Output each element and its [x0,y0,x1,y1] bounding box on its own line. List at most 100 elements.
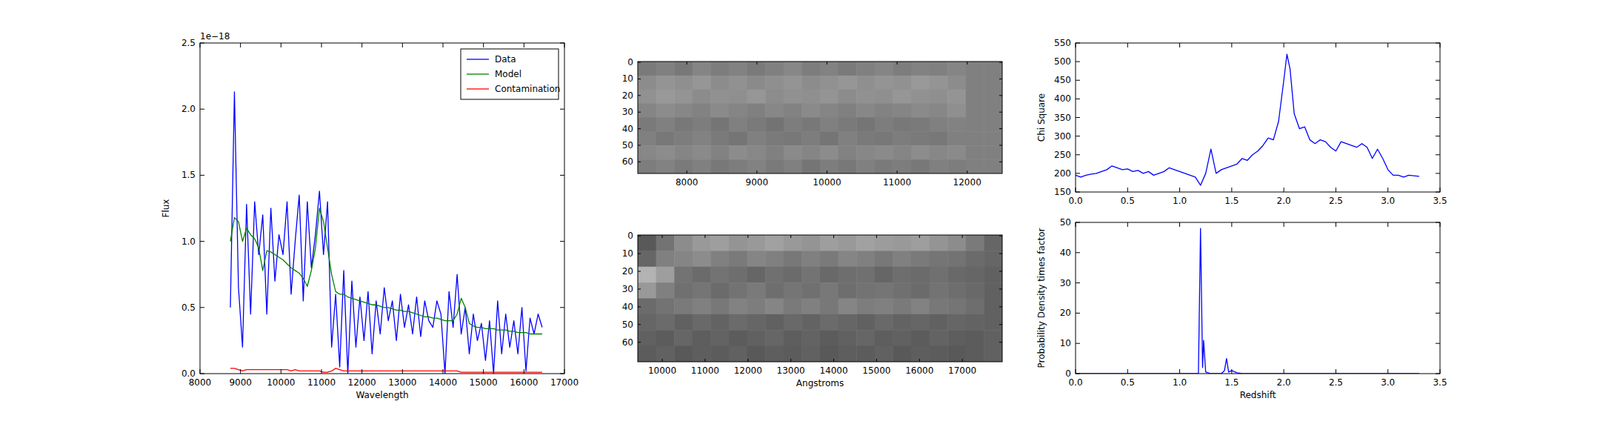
cell [874,345,894,362]
cell [710,314,729,331]
cell [892,131,912,146]
cell [965,131,985,146]
cell [820,298,839,315]
tick [1435,191,1440,193]
cell [692,314,712,331]
cell [874,117,894,132]
tick [1435,135,1440,137]
cell [929,89,949,104]
tick [1075,98,1080,100]
tick [999,323,1003,325]
cell [728,298,748,315]
panel: 1000011000120001300014000150001600017000… [622,230,1003,389]
tick-label: 12000 [348,377,377,388]
cell [747,117,766,132]
cell [892,234,912,252]
cell [838,234,858,252]
background [0,0,1600,427]
legend: DataModelContamination [460,48,560,100]
tick-label: 1.0 [1172,377,1187,388]
cell [710,61,729,76]
cell [692,145,712,160]
tick [999,235,1003,237]
cell [983,61,1003,76]
cell [965,145,985,160]
tick [564,368,566,374]
series-line [1075,228,1420,374]
tick [999,128,1003,129]
series-line [230,91,543,374]
cell [637,117,657,132]
tick [1075,42,1077,48]
tick [999,111,1003,113]
tick [560,108,565,110]
tick [1075,222,1077,227]
cell [765,75,784,90]
tick-label: 0.5 [1120,377,1135,388]
figure: 8000900010000110001200013000140001500016… [0,0,1600,427]
cell [929,298,949,315]
legend-entry: Contamination [494,83,560,95]
cell [692,89,712,104]
legend-swatch [466,58,489,60]
cell [929,145,949,160]
cell [801,329,820,346]
cell [692,266,712,283]
cell [783,103,803,118]
cell [728,145,748,160]
tick-label: 40 [622,301,634,312]
tick-label: 2.0 [1277,377,1292,388]
tick [1075,312,1080,314]
tick [1435,61,1440,63]
tick-label: 400 [1054,93,1072,104]
cell [656,329,675,346]
cell [856,266,875,283]
cell [710,298,729,315]
plot-area [1075,228,1420,374]
tick [1435,172,1440,174]
tick [1127,222,1129,227]
tick-label: 8000 [675,177,699,188]
cell [728,89,748,104]
cell [710,250,729,267]
cell [838,329,858,346]
tick [1283,42,1285,48]
cell [783,298,803,315]
tick [1335,222,1337,227]
tick [1387,222,1389,227]
cell [801,131,820,146]
cell [637,314,657,331]
cell [947,145,966,160]
cell [637,345,657,362]
cell [783,250,803,267]
cell [747,234,766,252]
cell [783,159,803,174]
series-line [230,368,543,372]
series-line [230,208,543,334]
tick-label: 0.5 [1120,195,1135,206]
tick [482,368,484,374]
tick [1127,368,1129,374]
tick-label: 20 [1060,307,1072,318]
cell [820,145,839,160]
cell [674,131,693,146]
cell [947,329,966,346]
cell [874,75,894,90]
cell [892,345,912,362]
cell [674,75,693,90]
axis-label: Redshift [1240,389,1277,400]
cell [710,345,729,362]
cell [874,266,894,283]
tick-label: 2.0 [1277,195,1292,206]
cell [765,314,784,331]
tick [560,42,565,44]
tick [1075,368,1077,374]
tick [442,42,444,48]
cell [820,234,839,252]
cell [911,131,930,146]
tick-label: 1.5 [1224,377,1239,388]
cell [965,117,985,132]
cell [820,117,839,132]
cell [874,329,894,346]
cell [783,234,803,252]
